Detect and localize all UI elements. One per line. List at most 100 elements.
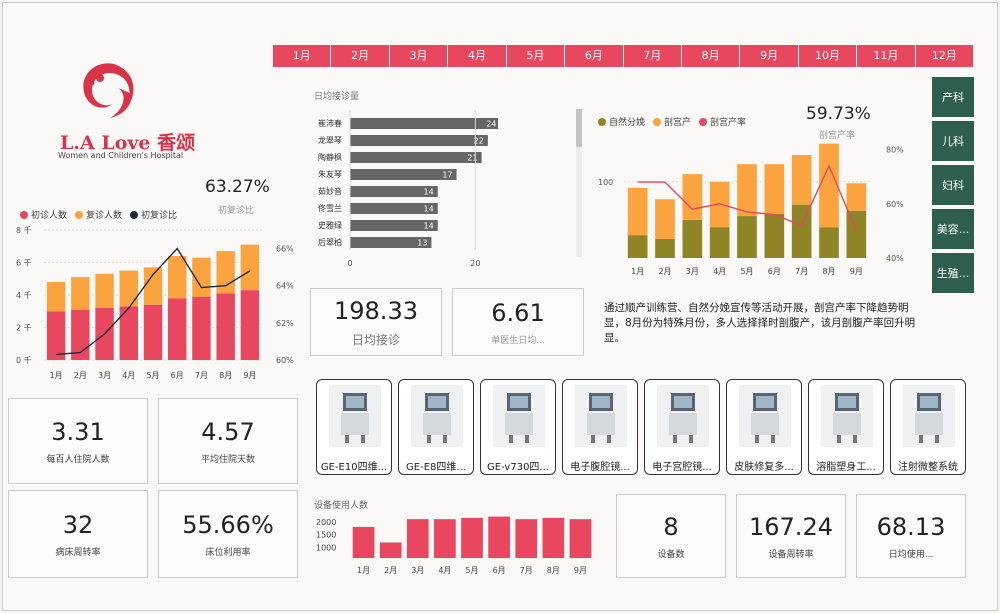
- y-tick-label: 8 千: [16, 225, 32, 235]
- tab-month-2[interactable]: 2月: [331, 45, 390, 67]
- legend-natural: 自然分娩: [598, 115, 645, 128]
- equipment-card[interactable]: 电子宫腔镜...: [644, 379, 720, 475]
- y2-tick-label: 80%: [886, 146, 904, 155]
- x-tick-label: 3月: [411, 566, 424, 575]
- equipment-name: 电子宫腔镜...: [652, 462, 712, 473]
- bar-first-visit: [46, 311, 66, 360]
- visits-combo-chart: 0 千 2 千 4 千 6 千 8 千 60% 62% 64% 66% 1月 2月 3月 4月 5月 6月 7…: [16, 225, 294, 380]
- y2-tick-label: 64%: [276, 282, 294, 291]
- bar-natural: [846, 210, 867, 258]
- equipment-image: [739, 385, 791, 447]
- equipment-card[interactable]: 注射微整系统: [890, 379, 966, 475]
- right-chart-legend: 自然分娩 剖宫产 剖宫产率: [598, 115, 746, 128]
- bar-first-visit: [71, 309, 90, 360]
- tab-month-3[interactable]: 3月: [389, 45, 449, 67]
- x-tick-label: 20: [470, 259, 480, 268]
- card-value: 3.31: [51, 417, 105, 446]
- tab-month-6[interactable]: 6月: [565, 45, 624, 67]
- bar: [350, 118, 498, 129]
- bar-natural: [682, 219, 703, 258]
- bar: [350, 237, 432, 248]
- bar-category-label: 后翠柏: [318, 237, 342, 247]
- x-tick-label: 1月: [357, 566, 370, 575]
- dept-button-4[interactable]: 美容...: [932, 209, 974, 249]
- tab-month-8[interactable]: 8月: [681, 45, 741, 67]
- tab-month-7[interactable]: 7月: [623, 45, 682, 67]
- tab-month-1[interactable]: 1月: [273, 45, 332, 67]
- legend-rate: 剖宫产率: [699, 115, 746, 128]
- ratio-kpi-label: 初复诊比: [218, 206, 255, 216]
- y-tick-label: 2000: [316, 518, 336, 527]
- equipment-name: 电子腹腔镜...: [570, 462, 630, 473]
- bar: [350, 152, 482, 163]
- bar-value-label: 21: [467, 154, 477, 163]
- y2-tick-label: 66%: [276, 245, 294, 254]
- equipment-image: [329, 385, 381, 447]
- bar: [350, 220, 438, 231]
- bar-category-label: 茹妙音: [318, 186, 342, 196]
- logo-name: L.A Love 香颂: [60, 132, 196, 154]
- x-tick-label: 8月: [219, 371, 232, 380]
- equipment-card[interactable]: 皮肤修复多...: [726, 379, 802, 475]
- bar: [350, 169, 457, 180]
- y-tick-label: 6 千: [16, 258, 32, 268]
- y-tick-label: 1500: [316, 531, 336, 540]
- card-value: 4.57: [201, 417, 255, 446]
- x-tick-label: 2月: [658, 267, 671, 276]
- legend-ratio: 初复诊比: [130, 208, 177, 221]
- y2-tick-label: 60%: [276, 356, 294, 365]
- bar-value-label: 14: [424, 222, 434, 231]
- equipment-image: [821, 385, 873, 447]
- tab-month-10[interactable]: 10月: [798, 45, 858, 67]
- bar: [350, 203, 438, 214]
- card-daily-use: 68.13 日均使用...: [856, 494, 966, 578]
- x-tick-label: 4月: [438, 566, 451, 575]
- equipment-image: [411, 385, 463, 447]
- bar-return-visit: [71, 277, 90, 310]
- dept-button-5[interactable]: 生殖...: [932, 253, 974, 293]
- equipment-card[interactable]: GE-v730四...: [480, 379, 556, 475]
- tab-month-12[interactable]: 12月: [915, 45, 974, 67]
- x-tick-label: 5月: [146, 371, 159, 380]
- bar: [350, 186, 438, 197]
- bar-value-label: 14: [424, 205, 434, 214]
- bar-cesarean: [791, 155, 812, 205]
- dept-button-2[interactable]: 儿科: [932, 121, 974, 161]
- bar: [488, 516, 510, 558]
- card-value: 198.33: [334, 296, 418, 325]
- tab-month-4[interactable]: 4月: [448, 45, 507, 67]
- legend-label: 自然分娩: [609, 118, 646, 128]
- y-tick-label: 4 千: [16, 290, 32, 300]
- bar-category-label: 陶静枫: [318, 152, 342, 162]
- bar-natural: [655, 238, 675, 258]
- legend-label: 复诊人数: [86, 211, 123, 221]
- equipment-image: [903, 385, 955, 447]
- bar: [352, 526, 375, 558]
- y2-tick-label: 62%: [276, 319, 294, 328]
- tab-month-5[interactable]: 5月: [506, 45, 566, 67]
- x-tick-label: 5月: [465, 566, 478, 575]
- tab-month-9[interactable]: 9月: [740, 45, 799, 67]
- dept-button-1[interactable]: 产科: [932, 77, 974, 117]
- bar-natural: [819, 227, 839, 258]
- legend-dot: [598, 117, 606, 126]
- x-tick-label: 8月: [822, 267, 835, 276]
- legend-dot: [75, 210, 84, 219]
- x-tick-label: 1月: [50, 371, 63, 380]
- tab-month-11[interactable]: 11月: [857, 45, 916, 67]
- y-tick-label: 1000: [316, 544, 336, 553]
- card-value: 167.24: [749, 512, 833, 541]
- scrollbar-track[interactable]: [576, 109, 582, 257]
- card-daily-visit: 198.33 日均接诊: [310, 288, 442, 356]
- equipment-card[interactable]: GE-E10四维...: [316, 379, 392, 475]
- bar-return-visit: [216, 251, 235, 294]
- scrollbar-thumb[interactable]: [576, 109, 582, 147]
- dept-button-3[interactable]: 妇科: [932, 165, 974, 205]
- equipment-card[interactable]: 电子腹腔镜...: [562, 379, 638, 475]
- card-equip-turnover: 167.24 设备周转率: [736, 494, 846, 578]
- equipment-card[interactable]: GE-E8四维...: [398, 379, 474, 475]
- equipment-card[interactable]: 溶脂塑身工...: [808, 379, 884, 475]
- bar-return-visit: [95, 273, 114, 308]
- bar: [434, 519, 456, 558]
- x-tick-label: 6月: [493, 566, 506, 575]
